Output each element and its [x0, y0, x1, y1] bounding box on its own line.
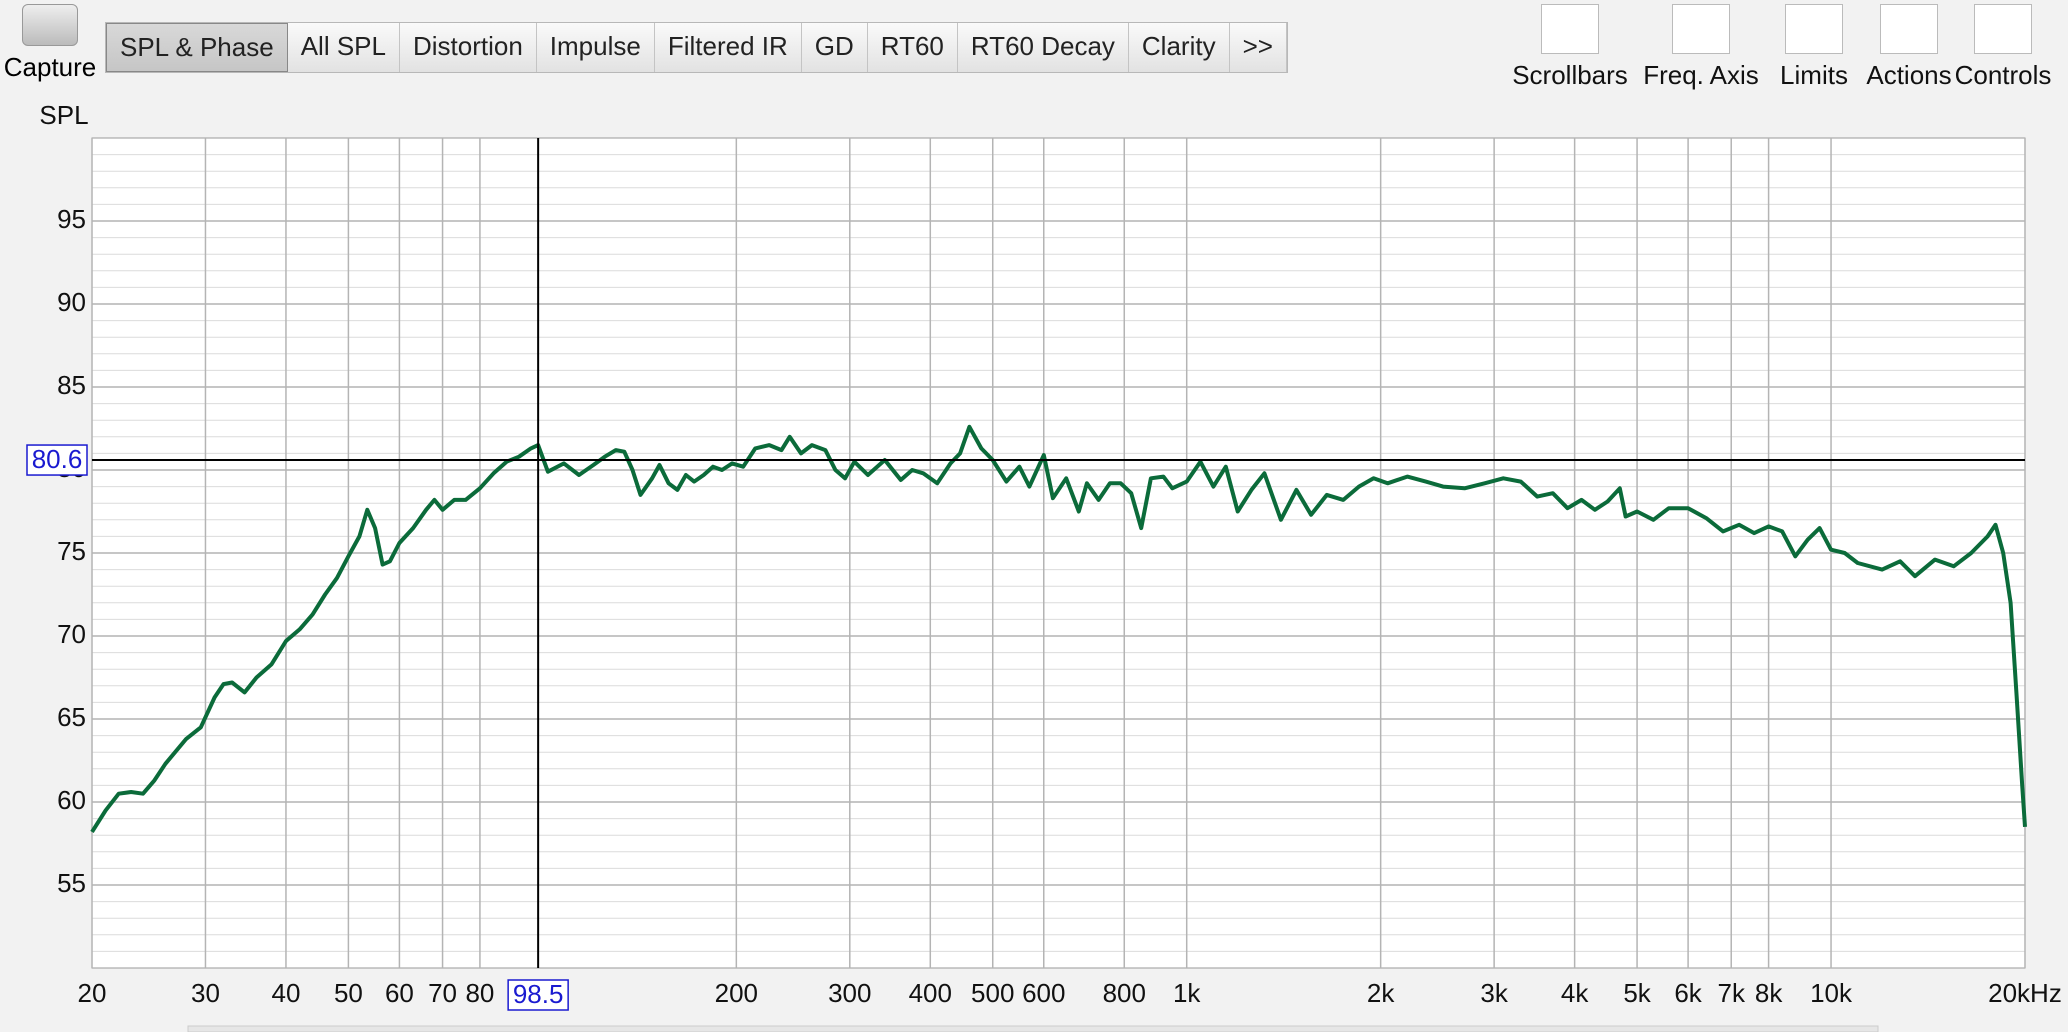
x-tick-label: 800 [1103, 978, 1146, 1008]
x-tick-label: 4k [1561, 978, 1589, 1008]
x-tick-label: 6k [1674, 978, 1702, 1008]
x-tick-label: 20kHz [1988, 978, 2062, 1008]
tool-label: Scrollbars [1512, 60, 1628, 90]
tab[interactable]: RT60 Decay [958, 23, 1129, 72]
tab[interactable]: RT60 [868, 23, 958, 72]
x-tick-label: 5k [1623, 978, 1651, 1008]
x-tick-label: 300 [828, 978, 871, 1008]
x-tick-label: 20 [78, 978, 107, 1008]
y-tick-label: 95 [57, 204, 86, 234]
tool-icon [1785, 4, 1843, 54]
y-tick-label: 60 [57, 785, 86, 815]
y-axis-label: SPL [39, 100, 88, 130]
x-tick-label: 10k [1810, 978, 1853, 1008]
tool-button[interactable]: Freq. Axis [1636, 0, 1766, 91]
tab[interactable]: Clarity [1129, 23, 1230, 72]
tool-icon [1880, 4, 1938, 54]
tool-icon [1541, 4, 1599, 54]
cursor-y-label: 80.6 [32, 444, 83, 474]
x-tick-label: 60 [385, 978, 414, 1008]
x-tick-label: 70 [428, 978, 457, 1008]
capture-button[interactable]: Capture [0, 4, 100, 83]
tool-button[interactable]: Actions [1844, 0, 1974, 91]
tab[interactable]: GD [802, 23, 868, 72]
x-tick-label: 40 [272, 978, 301, 1008]
tab-bar: SPL & Phase All SPL Distortion Impulse Filte… [105, 22, 1288, 73]
tab[interactable]: Impulse [537, 23, 655, 72]
x-tick-label: 200 [715, 978, 758, 1008]
tool-button[interactable]: Controls [1938, 0, 2068, 91]
x-tick-label: 8k [1755, 978, 1783, 1008]
x-tick-label: 2k [1367, 978, 1395, 1008]
y-tick-label: 90 [57, 287, 86, 317]
x-tick-label: 500 [971, 978, 1014, 1008]
x-tick-label: 50 [334, 978, 363, 1008]
y-tick-label: 85 [57, 370, 86, 400]
x-tick-label: 1k [1173, 978, 1201, 1008]
y-tick-label: 70 [57, 619, 86, 649]
y-tick-label: 55 [57, 868, 86, 898]
x-tick-label: 3k [1480, 978, 1508, 1008]
tab[interactable]: SPL & Phase [106, 23, 288, 72]
capture-label: Capture [3, 52, 97, 82]
tool-icon [1672, 4, 1730, 54]
x-tick-label: 30 [191, 978, 220, 1008]
capture-icon [22, 4, 78, 46]
cursor-x-box [507, 979, 569, 1011]
tab[interactable]: Filtered IR [655, 23, 802, 72]
x-tick-label: 80 [465, 978, 494, 1008]
cursor-x-label: 98.5 [513, 979, 564, 1009]
x-tick-label: 7k [1717, 978, 1745, 1008]
tool-label: Limits [1780, 60, 1848, 90]
tab[interactable]: All SPL [288, 23, 400, 72]
tool-label: Freq. Axis [1643, 60, 1759, 90]
scrollbar [187, 1025, 1879, 1032]
x-tick-label: 400 [909, 978, 952, 1008]
tool-button[interactable]: Limits [1749, 0, 1879, 91]
cursor-y-box [26, 444, 88, 476]
y-tick-label: 65 [57, 702, 86, 732]
tab[interactable]: >> [1230, 23, 1287, 72]
response-line [90, 424, 2027, 833]
tool-icon [1974, 4, 2032, 54]
tab[interactable]: Distortion [400, 23, 537, 72]
y-tick-label: 75 [57, 536, 86, 566]
tool-label: Actions [1866, 60, 1952, 90]
x-tick-label: 600 [1022, 978, 1065, 1008]
tool-button[interactable]: Scrollbars [1505, 0, 1635, 91]
tool-label: Controls [1954, 60, 2052, 90]
